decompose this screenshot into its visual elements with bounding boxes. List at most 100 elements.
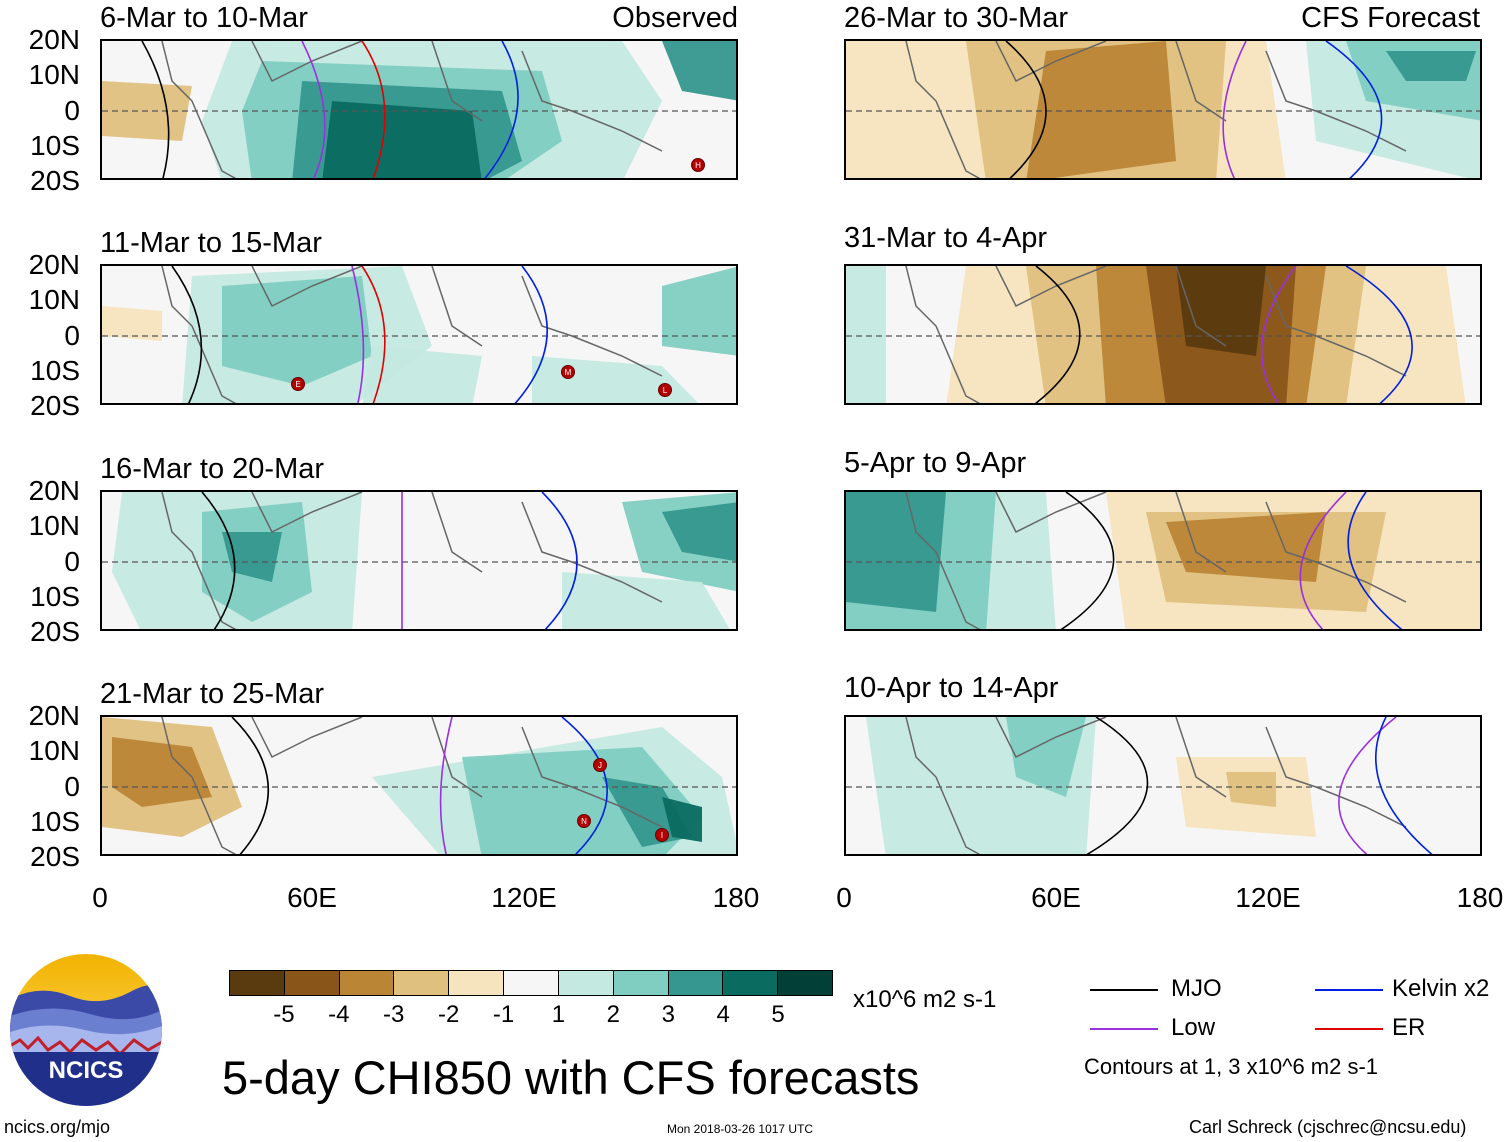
y-tick-row2-1: 10N bbox=[28, 284, 80, 316]
x-tick-120e-right: 120E bbox=[1235, 882, 1301, 913]
panel-3-contour-mjo bbox=[201, 492, 236, 629]
panel-title-6: 31-Mar to 4-Apr bbox=[844, 222, 1048, 254]
panel-4-contour-mjo bbox=[231, 717, 270, 854]
y-tick-row4-3: 10S bbox=[30, 805, 80, 837]
contour-note: Contours at 1, 3 x10^6 m2 s-1 bbox=[1084, 1054, 1379, 1079]
panel-7-contour-mjo bbox=[1060, 492, 1115, 629]
panel-5-contour-kelvin bbox=[1325, 41, 1383, 178]
panel-1-contour-kelvin bbox=[484, 41, 519, 178]
panel-2-anomaly-1 bbox=[222, 276, 372, 386]
colorbar-label-4: -1 bbox=[492, 1001, 515, 1028]
panel-5-anomaly-5 bbox=[1386, 51, 1476, 81]
panel-2-storm-L bbox=[658, 383, 672, 397]
panel-5-contour-low bbox=[1222, 41, 1247, 178]
footer-timestamp: Mon 2018-03-26 1017 UTC bbox=[667, 1122, 814, 1136]
y-tick-row3-3: 10S bbox=[30, 580, 80, 612]
panel-7-anomaly-5 bbox=[1166, 512, 1326, 582]
y-tick-row2-2: 0 bbox=[64, 319, 80, 351]
panel-6-coastline bbox=[905, 266, 1407, 403]
panel-title-2: 11-Mar to 15-Mar bbox=[100, 227, 322, 259]
legend-label-er: ER bbox=[1392, 1014, 1426, 1041]
panel-2-coastline bbox=[161, 266, 663, 403]
legend-line-low bbox=[1090, 1028, 1158, 1030]
panel-1-contour-low bbox=[301, 41, 326, 178]
colorbar-swatch-10 bbox=[778, 971, 832, 995]
panel-4-storm-label-N: N bbox=[581, 817, 587, 826]
panel-2-contour-kelvin bbox=[514, 266, 548, 403]
panel-3-anomaly-2 bbox=[222, 532, 282, 582]
panel-tag-observed: Observed bbox=[612, 2, 738, 34]
legend-label-mjo: MJO bbox=[1171, 975, 1222, 1002]
panel-4-anomaly-4 bbox=[602, 777, 692, 847]
panel-2-contour-er bbox=[361, 266, 386, 403]
y-tick-row3-1: 10N bbox=[28, 510, 80, 542]
colorbar-label-8: 4 bbox=[716, 1001, 730, 1028]
x-tick-0-left: 0 bbox=[92, 882, 108, 913]
panel-4-storm-label-I: I bbox=[661, 831, 663, 840]
panel-6-contour-kelvin bbox=[1345, 266, 1413, 403]
y-tick-row1-2: 0 bbox=[64, 94, 80, 126]
panel-title-3: 16-Mar to 20-Mar bbox=[100, 453, 325, 485]
x-tick-180-left: 180 bbox=[712, 882, 760, 913]
panel-8-contour-mjo bbox=[1086, 717, 1149, 854]
panel-8-field bbox=[846, 717, 1480, 854]
panel-2-storm-M bbox=[561, 365, 575, 379]
panel-6-anomaly-4 bbox=[1176, 266, 1266, 356]
panel-6-field bbox=[846, 266, 1480, 403]
panel-7-coastline bbox=[905, 492, 1407, 629]
y-tick-row1-3: 10S bbox=[30, 129, 80, 161]
panel-1-coastline bbox=[161, 41, 663, 178]
panel-title-8: 10-Apr to 14-Apr bbox=[844, 672, 1059, 704]
panel-8-contour-low bbox=[1338, 717, 1397, 854]
panel-4-storm-label-J: J bbox=[598, 761, 602, 770]
panel-7-field bbox=[846, 492, 1480, 629]
legend-line-er bbox=[1315, 1028, 1383, 1030]
panel-8-anomaly-1 bbox=[1006, 717, 1086, 797]
colorbar-swatch-3 bbox=[394, 971, 450, 995]
colorbar-swatch-8 bbox=[668, 971, 724, 995]
legend-line-kelvin bbox=[1315, 989, 1383, 991]
panel-title-7: 5-Apr to 9-Apr bbox=[844, 447, 1027, 479]
x-tick-60e-left: 60E bbox=[287, 882, 337, 913]
legend-line-mjo bbox=[1090, 989, 1158, 991]
footer-author: Carl Schreck (cjschrec@ncsu.edu) bbox=[1189, 1117, 1467, 1137]
y-tick-row3-4: 20S bbox=[30, 616, 80, 647]
y-tick-row4-1: 10N bbox=[28, 735, 80, 767]
colorbar-label-0: -5 bbox=[273, 1001, 295, 1028]
y-tick-row3-2: 0 bbox=[64, 545, 80, 577]
panel-title-4: 21-Mar to 25-Mar bbox=[100, 678, 325, 710]
panel-4-contour-low bbox=[439, 717, 453, 854]
map-panel-1: H bbox=[100, 39, 738, 180]
x-tick-180-right: 180 bbox=[1456, 882, 1504, 913]
panel-2-field: E M L bbox=[102, 266, 736, 403]
panel-1-contour-er bbox=[361, 41, 386, 178]
y-tick-row4-0: 20N bbox=[28, 700, 80, 731]
panel-3-anomaly-4 bbox=[662, 502, 736, 562]
map-panel-5 bbox=[844, 39, 1482, 180]
panel-4-anomaly-5 bbox=[662, 797, 702, 842]
x-tick-60e-right: 60E bbox=[1031, 882, 1081, 913]
panel-1-storm-label-H: H bbox=[695, 161, 701, 170]
panel-title-5: 26-Mar to 30-Mar bbox=[844, 2, 1069, 34]
panel-6-contour-low bbox=[1261, 266, 1297, 403]
y-tick-row2-4: 20S bbox=[30, 390, 80, 421]
legend-label-low: Low bbox=[1171, 1014, 1216, 1041]
panel-8-coastline bbox=[905, 717, 1407, 854]
panel-2-anomaly-5 bbox=[102, 306, 162, 341]
panel-5-anomaly-2 bbox=[1026, 41, 1176, 178]
panel-4-field: J N I bbox=[102, 717, 736, 854]
colorbar-label-2: -3 bbox=[383, 1001, 405, 1028]
footer-site: ncics.org/mjo bbox=[4, 1117, 111, 1137]
panel-2-contour-low bbox=[351, 266, 365, 403]
panel-2-storm-E bbox=[291, 377, 305, 391]
panel-5-contour-mjo bbox=[1005, 41, 1047, 178]
colorbar-swatch-6 bbox=[558, 971, 614, 995]
panel-6-contour-mjo bbox=[1034, 266, 1081, 403]
panel-8-contour-kelvin bbox=[1374, 717, 1433, 854]
y-tick-row4-2: 0 bbox=[64, 770, 80, 802]
colorbar bbox=[229, 970, 833, 996]
y-tick-row3-0: 20N bbox=[28, 475, 80, 506]
map-panel-3 bbox=[100, 490, 738, 631]
panel-4-anomaly-1 bbox=[112, 737, 212, 807]
y-tick-row4-4: 20S bbox=[30, 841, 80, 872]
